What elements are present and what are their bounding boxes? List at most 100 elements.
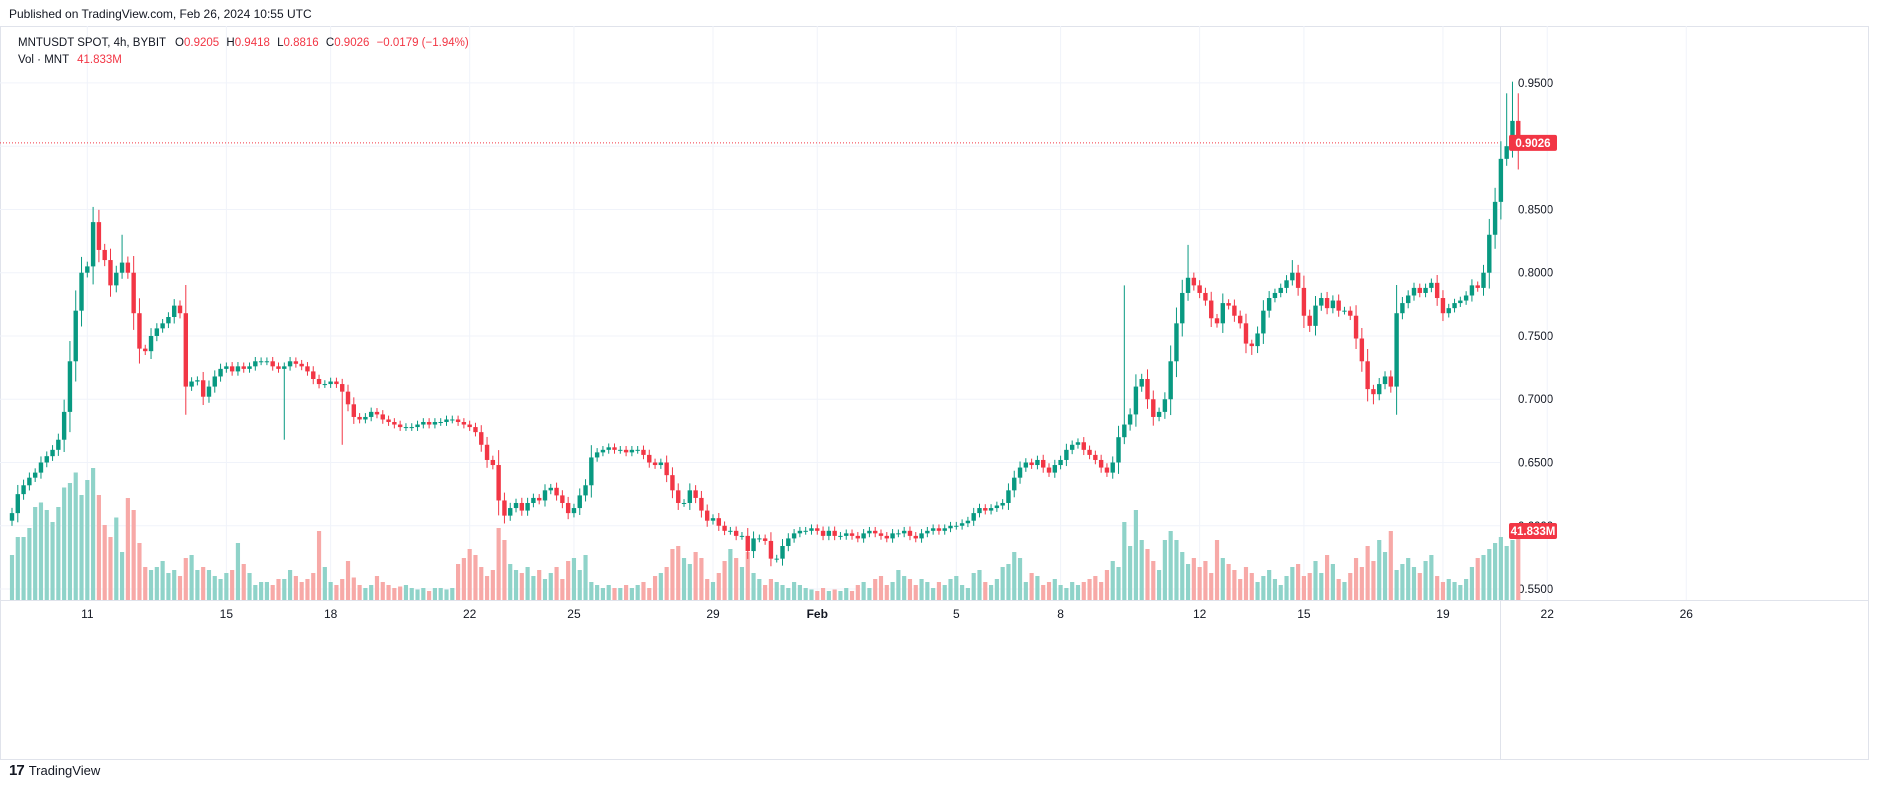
volume-bar — [1128, 546, 1133, 600]
volume-bar — [1261, 576, 1266, 600]
volume-bar — [1359, 567, 1364, 600]
candle-body — [73, 310, 78, 362]
candle-body — [1423, 287, 1428, 293]
candle-body — [397, 424, 403, 428]
candle-body — [606, 447, 611, 450]
volume-bar — [1377, 540, 1382, 600]
volume-bar — [763, 585, 768, 600]
volume-bar — [1353, 558, 1359, 600]
candle-body — [1214, 318, 1220, 324]
candle-body — [1342, 310, 1347, 312]
volume-bar — [44, 510, 49, 600]
volume-bar — [137, 543, 142, 600]
time-tick-label: 18 — [324, 607, 338, 621]
candle-body — [1382, 376, 1388, 385]
volume-bar — [531, 576, 536, 600]
candle-body — [1197, 285, 1202, 293]
candle-body — [282, 366, 287, 369]
volume-bar — [1104, 570, 1110, 600]
volume-bar — [1110, 561, 1115, 600]
volume-bar — [1435, 576, 1440, 600]
candle-body — [1417, 287, 1422, 293]
candle-body — [948, 525, 953, 529]
candle-body — [1232, 305, 1237, 316]
candle-body — [699, 497, 704, 511]
volume-bar — [340, 579, 345, 600]
volume-bar — [1064, 588, 1069, 600]
candle-body — [108, 260, 113, 286]
candle-body — [826, 530, 832, 536]
candle-body — [542, 490, 548, 501]
legend-change: −0.0179 (−1.94%) — [376, 37, 469, 49]
candle-body — [797, 530, 803, 534]
time-tick-label: 19 — [1436, 607, 1450, 621]
candle-body — [1261, 310, 1266, 334]
volume-bar — [1249, 573, 1254, 600]
volume-bar — [409, 588, 414, 600]
candle-body — [322, 384, 328, 386]
legend-high-value: 0.9418 — [234, 37, 270, 49]
candle-body — [1035, 459, 1040, 466]
volume-bar — [369, 585, 374, 600]
candle-body — [936, 528, 942, 531]
candle-body — [959, 523, 965, 526]
candle-body — [1093, 454, 1098, 460]
volume-bar — [398, 586, 403, 600]
volume-bar — [1139, 540, 1144, 600]
volume-bar — [1052, 579, 1057, 600]
candle-body — [1324, 298, 1330, 309]
legend-symbol[interactable]: MNTUSDT SPOT, 4h, BYBIT — [18, 37, 166, 49]
tradingview-logo[interactable]: 17 TradingView — [9, 762, 100, 779]
candle-body — [1191, 277, 1197, 286]
volume-bar — [293, 576, 298, 600]
price-tick-label: 0.7500 — [1518, 331, 1553, 343]
volume-bar — [583, 555, 588, 600]
candle-body — [21, 485, 26, 495]
candle-body — [1272, 292, 1278, 299]
volume-bar — [1151, 561, 1156, 600]
volume-bar — [1307, 573, 1312, 600]
volume-bar — [91, 468, 96, 600]
candle-body — [1411, 287, 1417, 296]
candle-body — [589, 457, 594, 486]
candle-body — [531, 497, 536, 503]
price-tick-label: 0.7000 — [1518, 394, 1553, 406]
volume-bar — [1087, 579, 1092, 600]
candle-body — [403, 427, 409, 429]
candle-body — [1359, 338, 1365, 362]
candle-body — [780, 546, 785, 559]
candle-body — [1365, 361, 1370, 390]
candlestick-chart[interactable]: 0.55000.60000.65000.70000.75000.80000.85… — [0, 26, 1883, 760]
legend-volume-label[interactable]: Vol · MNT — [18, 54, 69, 66]
volume-bar — [1156, 570, 1162, 600]
volume-bar — [681, 558, 687, 600]
volume-bar — [820, 588, 826, 600]
candle-body — [1058, 459, 1063, 466]
volume-bar — [826, 591, 831, 600]
volume-bar — [490, 570, 495, 600]
volume-bar — [1209, 573, 1214, 600]
volume-bar — [50, 522, 55, 600]
volume-bar — [218, 579, 223, 600]
candle-body — [942, 528, 947, 531]
volume-bar — [1400, 564, 1405, 600]
candle-body — [1388, 376, 1394, 387]
volume-bar — [1278, 585, 1283, 600]
volume-bar — [629, 588, 634, 600]
volume-bar — [612, 588, 617, 600]
candle-body — [1492, 201, 1498, 235]
volume-bar — [658, 573, 663, 600]
volume-bar — [1510, 540, 1515, 600]
legend-low-value: 0.8816 — [283, 37, 319, 49]
candle-body — [328, 381, 333, 385]
candle-body — [791, 533, 797, 539]
candle-body — [716, 518, 721, 526]
volume-bar — [1446, 579, 1451, 600]
candle-body — [1319, 298, 1324, 306]
volume-bar — [1023, 582, 1028, 600]
volume-bar — [647, 588, 652, 600]
legend-close-label: C — [325, 37, 335, 49]
volume-bar — [380, 582, 385, 600]
volume-bar — [884, 585, 889, 600]
chart-frame[interactable]: 0.55000.60000.65000.70000.75000.80000.85… — [0, 26, 1883, 760]
